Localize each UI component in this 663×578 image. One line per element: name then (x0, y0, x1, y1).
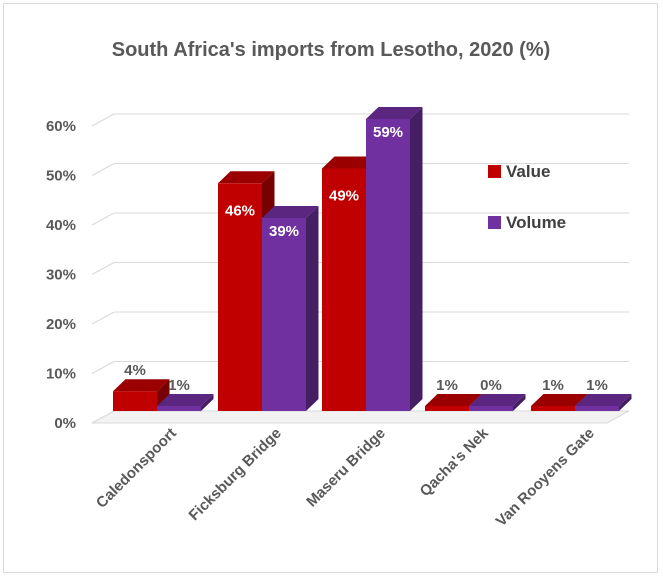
gridline (91, 163, 629, 176)
bar-top (366, 106, 423, 119)
x-category-label: Ficksburg Bridge (186, 425, 285, 524)
y-tick-label: 20% (46, 316, 76, 333)
x-category-label: Qacha's Nek (417, 424, 493, 500)
gridline (91, 113, 629, 127)
gridlines (91, 113, 629, 424)
legend-label-volume: Volume (506, 213, 566, 232)
legend-swatch-volume (488, 216, 501, 229)
chart-svg: South Africa's imports from Lesotho, 202… (46, 39, 632, 530)
floor-plane (91, 410, 630, 424)
legend: Value Volume (488, 162, 566, 232)
bar-top (322, 156, 379, 169)
chart-title: South Africa's imports from Lesotho, 202… (112, 39, 551, 61)
bar-front (262, 217, 306, 411)
bar-front (322, 168, 366, 411)
bar-volume (262, 205, 319, 411)
bar-top (575, 394, 632, 406)
data-label-volume: 39% (269, 223, 299, 240)
bar-front (366, 118, 410, 411)
x-category-label: Van Rooyens Gate (493, 425, 598, 530)
y-tick-label: 50% (46, 168, 76, 185)
bar-side (306, 205, 319, 411)
bar-top (531, 394, 588, 406)
bar-side (201, 394, 214, 411)
data-label-value: 46% (225, 202, 255, 219)
bar-front (157, 406, 201, 411)
bar-top (469, 394, 526, 406)
bar-top (157, 394, 214, 406)
bar-value (322, 156, 379, 411)
bar-side (513, 394, 526, 411)
data-labels: 4% 1% 46% 39% 49% 59% 1% 0% 1% 1% (124, 124, 608, 394)
bar-front (425, 406, 469, 411)
gridline (91, 212, 629, 226)
bar-front (218, 183, 262, 411)
bar-volume (157, 394, 214, 411)
bar-value (113, 379, 170, 411)
y-tick-label: 60% (46, 118, 76, 135)
gridline (91, 361, 629, 374)
y-tick-label: 10% (46, 366, 76, 383)
bar-front (469, 406, 513, 411)
bar-front (531, 406, 575, 411)
y-axis-ticks: 0% 10% 20% 30% 40% 50% 60% (46, 118, 76, 432)
data-label-value: 1% (542, 377, 564, 394)
bar-side (619, 394, 632, 411)
x-category-label: Caledonspoort (93, 425, 180, 512)
bar-volume (469, 394, 526, 411)
data-label-value: 4% (124, 362, 146, 379)
x-category-label: Maseru Bridge (303, 425, 389, 511)
y-tick-label: 40% (46, 217, 76, 234)
legend-label-value: Value (506, 162, 550, 181)
data-label-volume: 59% (373, 124, 403, 141)
bar-top (425, 394, 482, 406)
chart-floor (91, 410, 630, 424)
bar-front (575, 406, 619, 411)
y-tick-label: 0% (54, 415, 76, 432)
data-label-volume: 1% (168, 377, 190, 394)
data-label-value: 49% (329, 187, 359, 204)
bars (113, 106, 632, 411)
bar-top (262, 205, 319, 218)
data-label-value: 1% (436, 377, 458, 394)
gridline (91, 311, 629, 325)
data-label-volume: 1% (586, 377, 608, 394)
bar-front (113, 391, 157, 411)
x-axis-categories: Caledonspoort Ficksburg Bridge Maseru Brid… (93, 424, 598, 530)
chart-frame: South Africa's imports from Lesotho, 202… (3, 3, 658, 573)
bar-top (113, 379, 170, 392)
bar-volume (575, 394, 632, 411)
bar-side (410, 106, 423, 411)
bar-volume (366, 106, 423, 411)
legend-swatch-value (488, 165, 501, 178)
bar-top (218, 171, 275, 184)
data-label-volume: 0% (480, 377, 502, 394)
gridline (91, 262, 629, 275)
y-tick-label: 30% (46, 267, 76, 284)
